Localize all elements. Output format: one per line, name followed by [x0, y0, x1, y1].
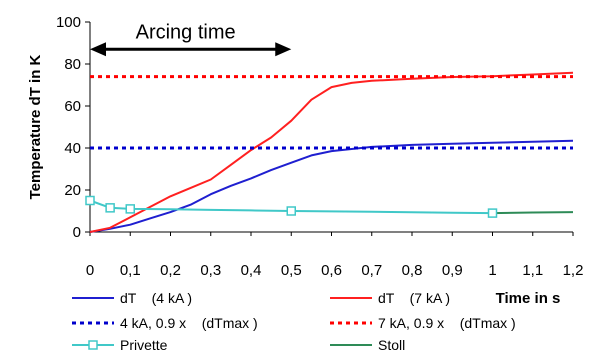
series-marker-4	[125, 204, 135, 214]
x-tick-label: 1	[488, 262, 496, 279]
x-tick-label: 0,1	[120, 262, 141, 279]
x-tick-label: 1,2	[563, 262, 584, 279]
series-line-1	[89, 71, 574, 233]
x-tick-label: 0,7	[361, 262, 382, 279]
series-marker-4	[105, 203, 115, 213]
y-tick-label: 0	[73, 224, 81, 241]
y-axis-label: Temperature dT in K	[27, 54, 44, 199]
legend-label-1: dT (7 kA )	[378, 290, 450, 306]
x-tick-label: 1,1	[522, 262, 543, 279]
arcing-time-label: Arcing time	[136, 21, 236, 43]
arcing-time-arrow-head-right	[275, 42, 292, 57]
x-tick-label: 0,8	[402, 262, 423, 279]
series-marker-4	[286, 206, 296, 216]
legend-label-0: dT (4 kA )	[120, 290, 192, 306]
y-tick-label: 60	[64, 98, 81, 115]
y-tick-label: 80	[64, 56, 81, 73]
y-tick-label: 20	[64, 182, 81, 199]
x-axis-label: Time in s	[496, 290, 561, 307]
x-tick-label: 0,4	[241, 262, 262, 279]
x-tick-label: 0,9	[442, 262, 463, 279]
series-marker-4	[487, 208, 498, 218]
x-tick-label: 0,2	[160, 262, 181, 279]
legend-label-3: 7 kA, 0.9 x (dTmax )	[378, 315, 516, 331]
legend-label-2: 4 kA, 0.9 x (dTmax )	[120, 315, 258, 331]
y-tick-label: 100	[56, 14, 81, 31]
x-tick-label: 0,5	[281, 262, 302, 279]
x-tick-label: 0	[86, 262, 94, 279]
legend-label-4: Privette	[120, 337, 168, 353]
y-tick-label: 40	[64, 140, 81, 157]
x-tick-label: 0,3	[200, 262, 221, 279]
series-line-5	[492, 211, 574, 215]
x-tick-label: 0,6	[321, 262, 342, 279]
series-marker-4	[85, 195, 95, 206]
series-line-0	[89, 139, 574, 233]
legend-marker-4	[88, 340, 98, 350]
legend-label-5: Stoll	[378, 337, 405, 353]
arcing-time-arrow-head-left	[90, 42, 106, 57]
